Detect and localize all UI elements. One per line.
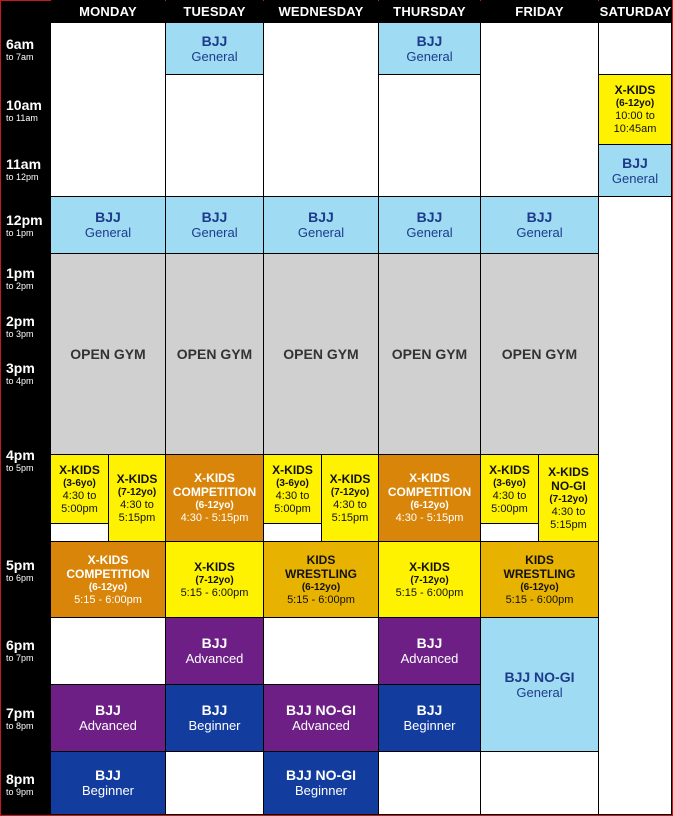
empty-slot xyxy=(51,618,165,684)
time-label: 6am to 7am xyxy=(6,36,35,63)
class-bjj-beginner[interactable]: BJJ Beginner xyxy=(379,685,480,751)
class-bjj-general[interactable]: BJJ General xyxy=(379,23,480,74)
time-label: 7pm to 8pm xyxy=(6,705,35,732)
class-bjj-nogi-advanced[interactable]: BJJ NO-GI Advanced xyxy=(264,685,378,751)
class-xkids-3-6[interactable]: X-KIDS (3-6yo) 4:30 to 5:00pm xyxy=(264,455,321,523)
class-open-gym[interactable]: OPEN GYM xyxy=(51,254,165,454)
class-bjj-beginner[interactable]: BJJ Beginner xyxy=(166,685,263,751)
time-label: 12pm to 1pm xyxy=(6,211,43,238)
class-bjj-nogi-general[interactable]: BJJ NO-GI General xyxy=(481,618,598,751)
class-bjj-general[interactable]: BJJ General xyxy=(379,197,480,253)
day-header-saturday: SATURDAY xyxy=(599,0,672,22)
day-header-monday: MONDAY xyxy=(51,0,165,22)
class-bjj-general[interactable]: BJJ General xyxy=(166,197,263,253)
class-open-gym[interactable]: OPEN GYM xyxy=(166,254,263,454)
class-bjj-advanced[interactable]: BJJ Advanced xyxy=(166,618,263,684)
class-bjj-advanced[interactable]: BJJ Advanced xyxy=(51,685,165,751)
class-xkids-7-12[interactable]: X-KIDS (7-12yo) 5:15 - 6:00pm xyxy=(379,542,480,617)
class-bjj-nogi-beginner[interactable]: BJJ NO-GI Beginner xyxy=(264,752,378,814)
time-label: 5pm to 6pm xyxy=(6,557,35,584)
class-open-gym[interactable]: OPEN GYM xyxy=(379,254,480,454)
empty-slot xyxy=(264,618,378,684)
class-bjj-general[interactable]: BJJ General xyxy=(481,197,598,253)
class-bjj-general[interactable]: BJJ General xyxy=(51,197,165,253)
class-open-gym[interactable]: OPEN GYM xyxy=(264,254,378,454)
empty-slot xyxy=(481,524,538,541)
time-label: 4pm to 5pm xyxy=(6,447,35,474)
empty-slot xyxy=(264,23,378,196)
empty-slot xyxy=(51,524,108,541)
time-label: 2pm to 3pm xyxy=(6,313,35,340)
class-xkids-7-12[interactable]: X-KIDS (7-12yo) 4:30 to 5:15pm xyxy=(109,455,165,541)
day-header-wednesday: WEDNESDAY xyxy=(264,0,378,22)
class-xkids-7-12[interactable]: X-KIDS (7-12yo) 5:15 - 6:00pm xyxy=(166,542,263,617)
empty-slot xyxy=(481,752,598,814)
class-xkids-nogi[interactable]: X-KIDS NO-GI (7-12yo) 4:30 to 5:15pm xyxy=(539,455,598,541)
time-label: 10am to 11am xyxy=(6,97,42,124)
time-label: 8pm to 9pm xyxy=(6,771,35,798)
empty-slot xyxy=(166,752,263,814)
class-xkids-3-6[interactable]: X-KIDS (3-6yo) 4:30 to 5:00pm xyxy=(481,455,538,523)
empty-slot xyxy=(166,75,263,196)
class-kids-wrestling[interactable]: KIDS WRESTLING (6-12yo) 5:15 - 6:00pm xyxy=(264,542,378,617)
class-xkids-competition[interactable]: X-KIDS COMPETITION (6-12yo) 4:30 - 5:15pm xyxy=(379,455,480,541)
class-kids-wrestling[interactable]: KIDS WRESTLING (6-12yo) 5:15 - 6:00pm xyxy=(481,542,598,617)
empty-slot xyxy=(264,524,321,541)
class-xkids-6-12-saturday[interactable]: X-KIDS (6-12yo) 10:00 to 10:45am xyxy=(599,75,671,144)
class-bjj-general[interactable]: BJJ General xyxy=(166,23,263,74)
time-label: 11am to 12pm xyxy=(6,156,42,183)
empty-slot xyxy=(51,23,165,196)
class-open-gym[interactable]: OPEN GYM xyxy=(481,254,598,454)
time-label: 6pm to 7pm xyxy=(6,637,35,664)
empty-slot xyxy=(481,23,598,196)
class-xkids-competition[interactable]: X-KIDS COMPETITION (6-12yo) 5:15 - 6:00pm xyxy=(51,542,165,617)
empty-slot xyxy=(379,75,480,196)
class-xkids-3-6[interactable]: X-KIDS (3-6yo) 4:30 to 5:00pm xyxy=(51,455,108,523)
class-bjj-general[interactable]: BJJ General xyxy=(599,145,671,196)
day-header-friday: FRIDAY xyxy=(481,0,598,22)
class-bjj-advanced[interactable]: BJJ Advanced xyxy=(379,618,480,684)
time-label: 3pm to 4pm xyxy=(6,360,35,387)
class-bjj-general[interactable]: BJJ General xyxy=(264,197,378,253)
empty-slot xyxy=(599,23,671,74)
day-header-thursday: THURSDAY xyxy=(379,0,480,22)
day-header-tuesday: TUESDAY xyxy=(166,0,263,22)
empty-slot xyxy=(599,197,671,814)
class-xkids-7-12[interactable]: X-KIDS (7-12yo) 4:30 to 5:15pm xyxy=(322,455,378,541)
empty-slot xyxy=(379,752,480,814)
time-label: 1pm to 2pm xyxy=(6,265,35,292)
class-xkids-competition[interactable]: X-KIDS COMPETITION (6-12yo) 4:30 - 5:15pm xyxy=(166,455,263,541)
class-bjj-beginner[interactable]: BJJ Beginner xyxy=(51,752,165,814)
